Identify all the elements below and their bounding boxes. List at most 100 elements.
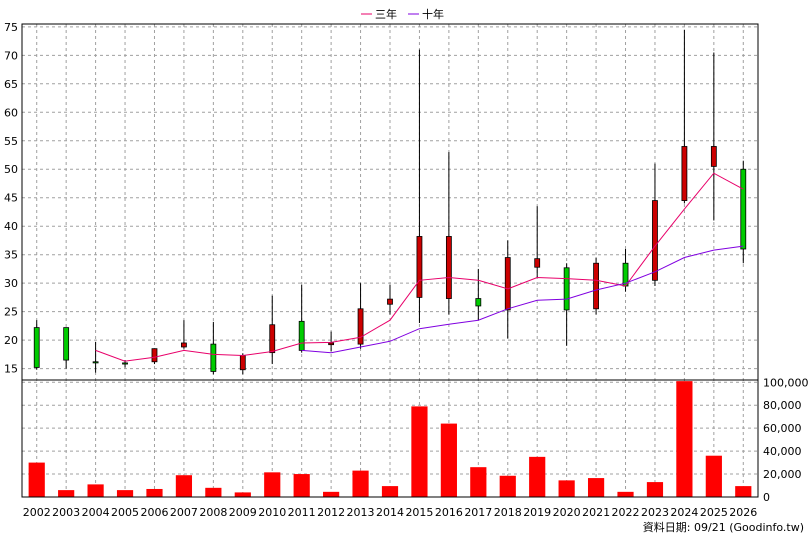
- year-tick-label: 2010: [258, 506, 286, 519]
- legend-label-2: 十年: [422, 7, 444, 21]
- volume-tick-label: 60,000: [763, 422, 802, 435]
- year-tick-label: 2015: [405, 506, 433, 519]
- volume-bar: [411, 406, 428, 497]
- year-tick-label: 2018: [494, 506, 522, 519]
- candle-body: [122, 362, 128, 365]
- price-tick-label: 70: [4, 49, 18, 62]
- price-tick-label: 50: [4, 163, 18, 176]
- volume-tick-label: 0: [763, 491, 770, 504]
- series-line-2: [301, 245, 744, 354]
- year-tick-label: 2025: [700, 506, 728, 519]
- volume-bar: [28, 462, 45, 497]
- volume-bar: [323, 491, 340, 497]
- year-tick-label: 2003: [52, 506, 80, 519]
- volume-tick-label: 40,000: [763, 445, 802, 458]
- volume-bar: [676, 381, 693, 497]
- volume-tick-label: 80,000: [763, 399, 802, 412]
- year-tick-label: 2008: [199, 506, 227, 519]
- volume-tick-label: 20,000: [763, 468, 802, 481]
- volume-bar: [440, 423, 457, 497]
- candle-body: [652, 200, 658, 281]
- year-tick-label: 2006: [140, 506, 168, 519]
- price-tick-label: 40: [4, 220, 18, 233]
- volume-bar: [116, 490, 134, 497]
- candle-body: [593, 262, 599, 310]
- candle-body: [298, 320, 305, 351]
- candle-body: [151, 348, 158, 363]
- year-tick-label: 2016: [435, 506, 463, 519]
- candle-body: [387, 298, 393, 305]
- volume-bar: [470, 467, 487, 497]
- year-tick-label: 2004: [82, 506, 110, 519]
- candle-body: [681, 146, 688, 201]
- volume-bar: [234, 492, 251, 497]
- year-tick-label: 2002: [23, 506, 51, 519]
- volume-bar: [705, 455, 722, 497]
- candle-body: [328, 342, 335, 346]
- candle-body: [63, 327, 70, 361]
- price-tick-label: 45: [4, 192, 18, 205]
- source-note: 資料日期: 09/21 (Goodinfo.tw): [643, 520, 804, 534]
- candle-body: [33, 327, 40, 368]
- candle-body: [563, 267, 570, 311]
- year-tick-label: 2021: [582, 506, 610, 519]
- year-tick-label: 2005: [111, 506, 139, 519]
- candle-body: [92, 361, 99, 364]
- volume-bar: [499, 475, 516, 497]
- price-tick-label: 65: [4, 78, 18, 91]
- price-tick-label: 20: [4, 334, 18, 347]
- year-tick-label: 2020: [553, 506, 581, 519]
- volume-bar: [264, 472, 281, 497]
- candle-body: [416, 236, 423, 298]
- volume-bar: [58, 490, 75, 497]
- year-tick-label: 2007: [170, 506, 198, 519]
- year-tick-label: 2024: [670, 506, 698, 519]
- volume-bar: [587, 478, 605, 497]
- volume-bar: [735, 486, 752, 497]
- series-line-1: [95, 172, 744, 362]
- price-tick-label: 25: [4, 306, 18, 319]
- price-tick-label: 60: [4, 106, 18, 119]
- candle-body: [239, 355, 246, 371]
- year-tick-label: 2014: [376, 506, 404, 519]
- candle-body: [357, 308, 364, 345]
- candle-body: [269, 324, 276, 354]
- price-axis-ticks: 15 20 25 30 35 40 45 50 55 60 65 70 75: [4, 21, 18, 376]
- year-tick-label: 2009: [229, 506, 257, 519]
- year-tick-label: 2023: [641, 506, 669, 519]
- candle-body: [445, 236, 452, 299]
- year-tick-label: 2026: [729, 506, 757, 519]
- year-tick-label: 2013: [347, 506, 375, 519]
- candle-body: [210, 343, 217, 372]
- volume-bar: [293, 474, 310, 497]
- price-tick-label: 35: [4, 249, 18, 262]
- volume-bar: [617, 491, 634, 497]
- volume-bar: [87, 484, 104, 497]
- volume-bar: [558, 480, 575, 497]
- year-tick-label: 2011: [288, 506, 316, 519]
- price-tick-label: 55: [4, 135, 18, 148]
- candle-body: [181, 342, 187, 348]
- volume-axis-ticks: 0 20,000 40,000 60,000 80,000 100,000: [763, 376, 808, 504]
- candle-body: [710, 146, 717, 167]
- moving-average-lines: [95, 172, 744, 362]
- price-tick-label: 30: [4, 277, 18, 290]
- volume-bar: [146, 488, 163, 497]
- year-tick-label: 2012: [317, 506, 345, 519]
- chart-frame: [21, 23, 759, 498]
- year-tick-label: 2019: [523, 506, 551, 519]
- volume-bar: [646, 482, 664, 497]
- volume-bar: [205, 487, 222, 497]
- price-tick-label: 75: [4, 21, 18, 34]
- volume-bar: [381, 486, 399, 497]
- year-tick-label: 2022: [612, 506, 640, 519]
- plot-border: [21, 23, 759, 498]
- volume-tick-label: 100,000: [763, 376, 808, 389]
- candle-body: [475, 298, 482, 307]
- price-tick-label: 15: [4, 363, 18, 376]
- volume-bar: [352, 470, 369, 497]
- legend-label-1: 三年: [375, 7, 397, 21]
- candle-body: [740, 168, 747, 250]
